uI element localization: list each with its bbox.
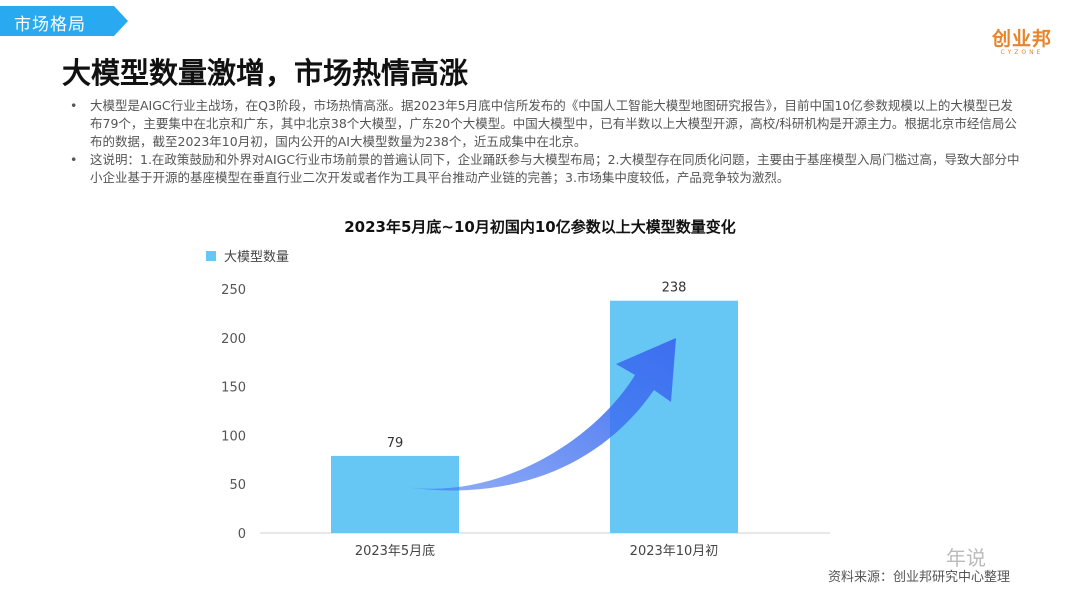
bullet-text: 这说明：1.在政策鼓励和外界对AIGC行业市场前景的普遍认同下，企业踊跃参与大模…	[90, 152, 1020, 185]
section-tag-shape	[0, 6, 128, 36]
bullet-list: • 大模型是AIGC行业主战场，在Q3阶段，市场热情高涨。据2023年5月底中信…	[70, 97, 1020, 187]
bullet-marker: •	[70, 152, 78, 167]
chart-legend: 大模型数量	[206, 246, 289, 265]
bullet-item: • 大模型是AIGC行业主战场，在Q3阶段，市场热情高涨。据2023年5月底中信…	[70, 97, 1020, 151]
x-tick-label: 2023年5月底	[355, 543, 435, 559]
brand-logo: 创业邦 CYZONE	[986, 24, 1058, 56]
data-label: 238	[662, 281, 687, 296]
bar	[331, 455, 459, 533]
logo-text: 创业邦	[991, 28, 1052, 50]
y-tick-label: 50	[229, 478, 246, 493]
data-label: 79	[387, 436, 404, 451]
trend-arrow	[405, 338, 676, 491]
legend-label: 大模型数量	[224, 250, 290, 265]
y-tick-label: 200	[221, 332, 246, 347]
section-tag-label: 市场格局	[14, 15, 86, 35]
bullet-text: 大模型是AIGC行业主战场，在Q3阶段，市场热情高涨。据2023年5月底中信所发…	[90, 98, 1017, 149]
page-title: 大模型数量激增，市场热情高涨	[62, 56, 469, 90]
logo-subtext: CYZONE	[1000, 49, 1044, 56]
watermark: 年说	[946, 546, 986, 570]
bullet-item: • 这说明：1.在政策鼓励和外界对AIGC行业市场前景的普遍认同下，企业踊跃参与…	[70, 151, 1020, 187]
section-tag: 市场格局	[0, 6, 128, 36]
bullet-marker: •	[70, 98, 78, 113]
y-tick-label: 100	[221, 429, 246, 444]
y-tick-label: 250	[221, 283, 246, 298]
source-note: 资料来源：创业邦研究中心整理	[828, 570, 1011, 585]
y-tick-label: 150	[221, 381, 246, 396]
legend-swatch	[206, 250, 216, 261]
x-tick-label: 2023年10月初	[630, 544, 719, 559]
chart-title: 2023年5月底~10月初国内10亿参数以上大模型数量变化	[344, 218, 736, 236]
y-tick-label: 0	[238, 527, 246, 542]
